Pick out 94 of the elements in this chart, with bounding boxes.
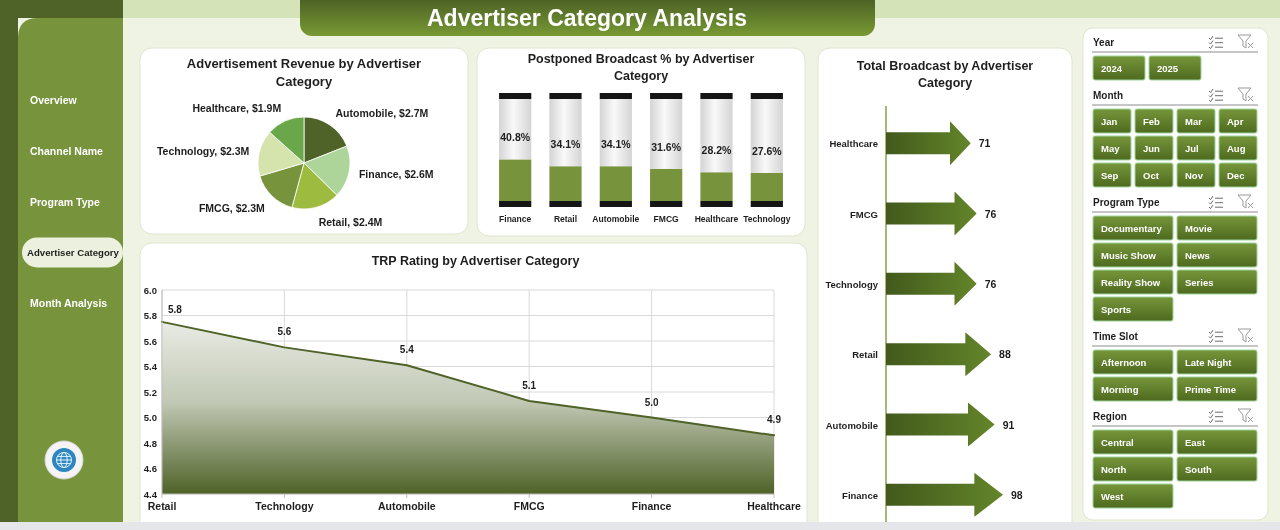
y-tick-label: 5.4 [143,361,158,372]
button: 2024 [1092,55,1146,81]
button: Nov [1176,162,1216,188]
x-tick-label: Finance [499,214,532,224]
button: Late Night [1176,349,1258,375]
text: Time Slot [1093,331,1139,342]
y-tick-label: Technology [825,278,879,290]
x-tick-label: FMCG [513,500,545,512]
y-tick-label: 5.0 [143,412,157,423]
slice-label: FMCG, $2.3M [198,202,266,215]
button: Prime Time [1176,376,1258,402]
chart-title: TRP Rating by Advertiser Category [371,254,580,268]
button: Morning [1092,376,1174,402]
y-tick-label: 6.0 [143,284,157,296]
text: Program Type [30,195,100,208]
slice-label: Finance, $2.6M [358,168,434,181]
text: Overview [30,94,78,106]
button: Afternoon [1092,349,1174,375]
data-label: 28.2% [701,144,733,157]
button: Sep [1092,162,1132,188]
data-label: 5.4 [399,344,415,356]
chart-title: Postponed Broadcast % by Advertiser Category [527,52,755,84]
y-tick-label: 4.4 [143,488,158,500]
data-label: 34.1% [600,138,632,151]
y-tick-label: Automobile [825,419,878,431]
x-tick-label: Finance [631,500,672,512]
data-label: 91 [1002,418,1015,431]
button: West [1092,483,1174,509]
x-tick-label: FMCG [653,214,680,224]
text: Advertiser Category Analysis [426,5,748,31]
button: Feb [1134,108,1174,134]
button: Aug [1218,135,1258,161]
button: Sports [1092,296,1174,322]
y-tick-label: 4.8 [143,437,157,449]
chart-title: Advertisement Revenue by Advertiser Category [186,56,422,89]
data-label: 5.0 [644,396,659,408]
text: Month Analysis [30,297,108,310]
button: Music Show [1092,242,1174,268]
slice-label: Healthcare, $1.9M [192,101,282,114]
button: May [1092,135,1132,161]
chart-title: Total Broadcast by Advertiser Category [856,59,1034,91]
button: 2025 [1148,55,1202,81]
slice-label: Technology, $2.3M [156,144,250,157]
button: Jun [1134,135,1174,161]
y-tick-label: 5.6 [143,335,157,347]
text: Region [1093,411,1127,422]
y-tick-label: 5.2 [143,386,157,398]
x-tick-label: Automobile [592,214,640,224]
button: Jan [1092,108,1132,134]
text: Year [1093,37,1115,48]
x-tick-label: Retail [553,214,578,224]
data-label: 34.1% [550,138,582,151]
button: Oct [1134,162,1174,188]
data-label: 5.8 [168,303,183,315]
button: North [1092,456,1174,482]
button: Dec [1218,162,1258,188]
data-label: 76 [984,277,997,290]
x-tick-label: Technology [255,500,314,512]
data-label: 76 [984,207,997,220]
text: Channel Name [30,144,104,157]
data-label: 5.1 [522,379,537,391]
data-label: 40.8% [500,131,531,144]
button: South [1176,456,1258,482]
slice-label: Automobile, $2.7M [335,106,429,119]
button: Documentary [1092,215,1174,241]
button: Reality Show [1092,269,1174,295]
button: Series [1176,269,1258,295]
x-tick-label: Technology [743,214,791,224]
button: Apr [1218,108,1258,134]
x-tick-label: Healthcare [694,214,739,224]
data-label: 4.9 [767,414,782,426]
text: Advertiser Category [27,247,120,259]
y-tick-label: Finance [842,489,878,501]
y-tick-label: Retail [852,349,878,361]
x-tick-label: Automobile [377,500,436,512]
button: East [1176,429,1258,455]
button: Mar [1176,108,1216,134]
y-tick-label: 5.8 [143,310,157,321]
data-label: 5.6 [277,326,292,338]
data-label: 27.6% [751,144,783,157]
slice-label: Retail, $2.4M [318,216,383,229]
text: Program Type [1093,197,1160,208]
data-label: 88 [999,348,1011,361]
button: News [1176,242,1258,268]
button: Movie [1176,215,1258,241]
y-tick-label: 4.6 [143,463,157,474]
y-tick-label: Healthcare [829,138,878,150]
data-label: 31.6% [651,140,682,153]
text: Month [1093,90,1123,101]
data-label: 71 [978,137,991,150]
button: Central [1092,429,1174,455]
data-label: 98 [1011,488,1023,501]
button: Jul [1176,135,1216,161]
x-tick-label: Healthcare [747,500,801,512]
